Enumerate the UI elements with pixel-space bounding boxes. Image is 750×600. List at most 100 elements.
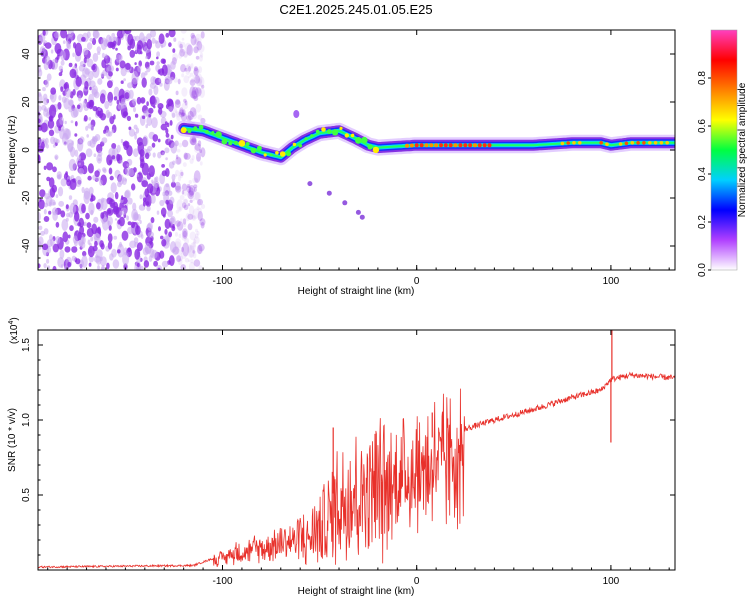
noise-speck — [127, 221, 132, 226]
ridge-hot — [414, 143, 419, 148]
noise-speck — [188, 187, 194, 197]
noise-speck — [40, 230, 45, 236]
noise-speck — [81, 186, 85, 194]
noise-speck — [65, 204, 69, 210]
noise-speck — [175, 156, 182, 165]
noise-speck — [197, 114, 203, 120]
noise-speck — [49, 94, 54, 100]
noise-speck — [136, 242, 143, 252]
noise-speck — [107, 65, 115, 73]
noise-speck — [194, 191, 201, 201]
noise-speck — [192, 177, 198, 184]
noise-speck — [55, 155, 58, 160]
noise-speck — [107, 216, 113, 226]
noise-speck — [196, 199, 201, 206]
noise-speck — [110, 202, 115, 209]
spectrogram-marks — [38, 30, 675, 270]
noise-speck — [115, 47, 118, 51]
noise-speck — [52, 265, 57, 270]
noise-speck — [57, 102, 62, 110]
noise-speck — [55, 139, 60, 144]
noise-speck — [189, 79, 196, 86]
noise-speck — [178, 51, 183, 59]
noise-speck — [124, 30, 132, 35]
spectrogram-xlabel: Height of straight line (km) — [298, 286, 415, 297]
noise-speck — [178, 142, 183, 148]
noise-speck — [164, 147, 170, 154]
noise-speck — [172, 53, 179, 62]
noise-speck — [197, 247, 203, 255]
noise-speck — [107, 209, 112, 214]
spectrogram-panel: -100 0 100 -40 -20 0 20 40 Height of straight l… — [7, 29, 676, 297]
noise-speck — [131, 98, 135, 104]
noise-speck — [170, 76, 174, 81]
noise-speck — [135, 225, 141, 236]
ridge-highlight — [653, 141, 658, 145]
noise-speck — [178, 206, 182, 211]
noise-speck — [59, 117, 65, 125]
noise-speck — [90, 236, 94, 242]
noise-speck — [184, 257, 190, 263]
noise-speck — [110, 182, 117, 194]
noise-speck — [68, 62, 73, 68]
noise-speck — [43, 216, 50, 222]
noise-speck — [44, 55, 51, 66]
noise-speck — [170, 134, 174, 140]
noise-speck — [44, 202, 48, 208]
noise-speck — [174, 99, 181, 109]
noise-speck — [123, 78, 126, 82]
noise-speck — [104, 53, 108, 59]
noise-speck — [151, 179, 154, 184]
noise-speck — [95, 175, 100, 182]
noise-speck — [47, 119, 55, 129]
noise-speck — [181, 112, 185, 117]
noise-speck — [177, 78, 181, 85]
noise-speck — [79, 136, 85, 144]
noise-speck — [146, 33, 152, 40]
noise-speck — [196, 73, 203, 86]
noise-speck — [157, 103, 164, 110]
noise-speck — [58, 72, 63, 77]
noise-speck — [188, 75, 191, 79]
colorbar-bar — [711, 30, 737, 270]
noise-speck — [141, 115, 146, 120]
noise-speck — [146, 116, 153, 127]
noise-speck — [145, 152, 150, 160]
noise-speck — [102, 168, 107, 174]
spectrogram-ylabel: Frequency (Hz) — [7, 116, 18, 185]
noise-speck — [162, 151, 165, 156]
noise-speck — [162, 58, 167, 64]
noise-speck — [126, 215, 129, 221]
noise-speck — [182, 242, 190, 257]
noise-speck — [193, 67, 199, 77]
noise-speck — [194, 144, 201, 154]
noise-speck — [89, 37, 94, 42]
noise-speck — [100, 212, 105, 219]
noise-speck — [109, 115, 115, 125]
noise-speck — [42, 87, 46, 92]
noise-speck — [141, 77, 147, 88]
branch-point — [342, 200, 348, 206]
noise-speck — [108, 71, 113, 77]
noise-speck — [146, 66, 151, 73]
noise-speck — [115, 54, 122, 63]
noise-speck — [78, 64, 85, 72]
noise-speck — [77, 95, 82, 102]
noise-speck — [100, 243, 105, 250]
noise-speck — [133, 106, 136, 113]
noise-speck — [87, 175, 92, 181]
spec-ytick-label: 20 — [21, 96, 32, 108]
noise-speck — [72, 89, 76, 96]
noise-speck — [51, 207, 58, 216]
noise-speck — [135, 127, 140, 134]
noise-speck — [195, 55, 200, 60]
ridge-blob — [263, 153, 267, 157]
noise-speck — [133, 148, 139, 158]
ridge-blob — [367, 144, 373, 150]
noise-speck — [179, 46, 184, 53]
noise-speck — [193, 187, 197, 193]
noise-speck — [170, 106, 178, 118]
noise-speck — [150, 76, 156, 85]
noise-speck — [74, 121, 78, 127]
ridge-blob — [304, 137, 308, 141]
